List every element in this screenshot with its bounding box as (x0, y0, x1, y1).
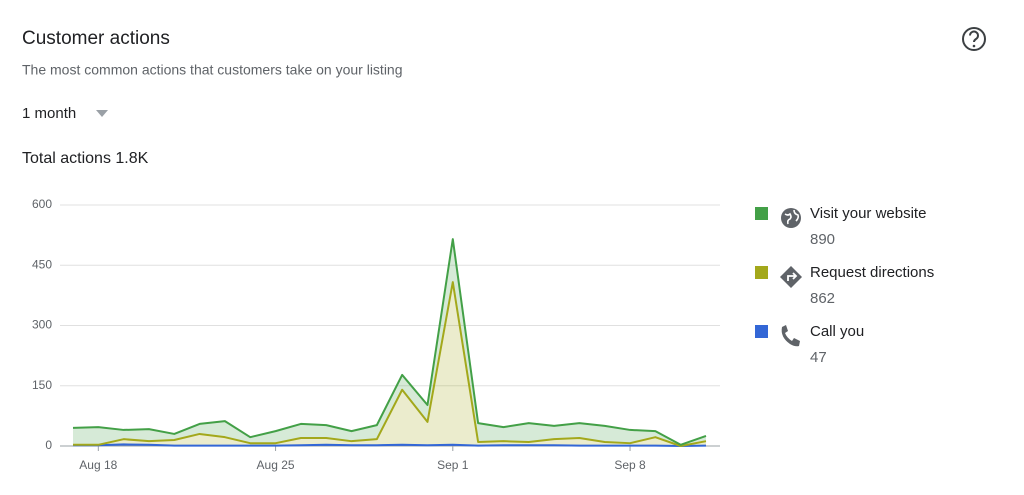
total-actions: Total actions 1.8K (22, 150, 149, 167)
help-circle[interactable] (962, 27, 986, 51)
legend-total: 47 (810, 349, 827, 366)
legend: Visit your website 890 Request directions 8… (755, 205, 934, 366)
legend-swatch (755, 325, 768, 338)
legend-swatch (755, 207, 768, 220)
y-tick-label: 150 (32, 378, 52, 392)
x-tick-label: Sep 8 (614, 458, 646, 472)
legend-label: Request directions (810, 264, 934, 281)
line (73, 281, 707, 447)
period-label[interactable]: 1 month (22, 105, 76, 122)
legend-icon (780, 266, 802, 288)
dropdown-arrow[interactable] (96, 110, 108, 117)
card-subtitle: The most common actions that customers t… (22, 62, 403, 78)
area (73, 282, 706, 446)
help-icon[interactable] (962, 27, 986, 51)
legend-total: 862 (810, 290, 835, 307)
y-tick-label: 0 (45, 438, 52, 452)
x-tick-label: Aug 18 (79, 458, 117, 472)
legend-label: Call you (810, 323, 864, 340)
x-tick-label: Sep 1 (437, 458, 469, 472)
y-tick-label: 300 (32, 318, 52, 332)
legend-total: 890 (810, 231, 835, 248)
card-title: Customer actions (22, 28, 170, 49)
x-tick-label: Aug 25 (257, 458, 295, 472)
help-dot[interactable] (972, 44, 976, 48)
line (72, 238, 707, 446)
line (73, 443, 707, 447)
y-tick-label: 600 (32, 197, 52, 211)
legend-label: Visit your website (810, 205, 926, 222)
area (73, 239, 706, 446)
plot: 0 150 300 450 600 Aug 18 Aug 25 Sep 1 Sep 8 (32, 197, 720, 472)
help-mark[interactable] (969, 30, 979, 43)
legend-icon (781, 325, 800, 347)
legend-swatch (755, 266, 768, 279)
y-tick-label: 450 (32, 257, 52, 271)
legend-icon (781, 208, 801, 228)
period-dropdown[interactable]: 1 month (22, 105, 108, 122)
